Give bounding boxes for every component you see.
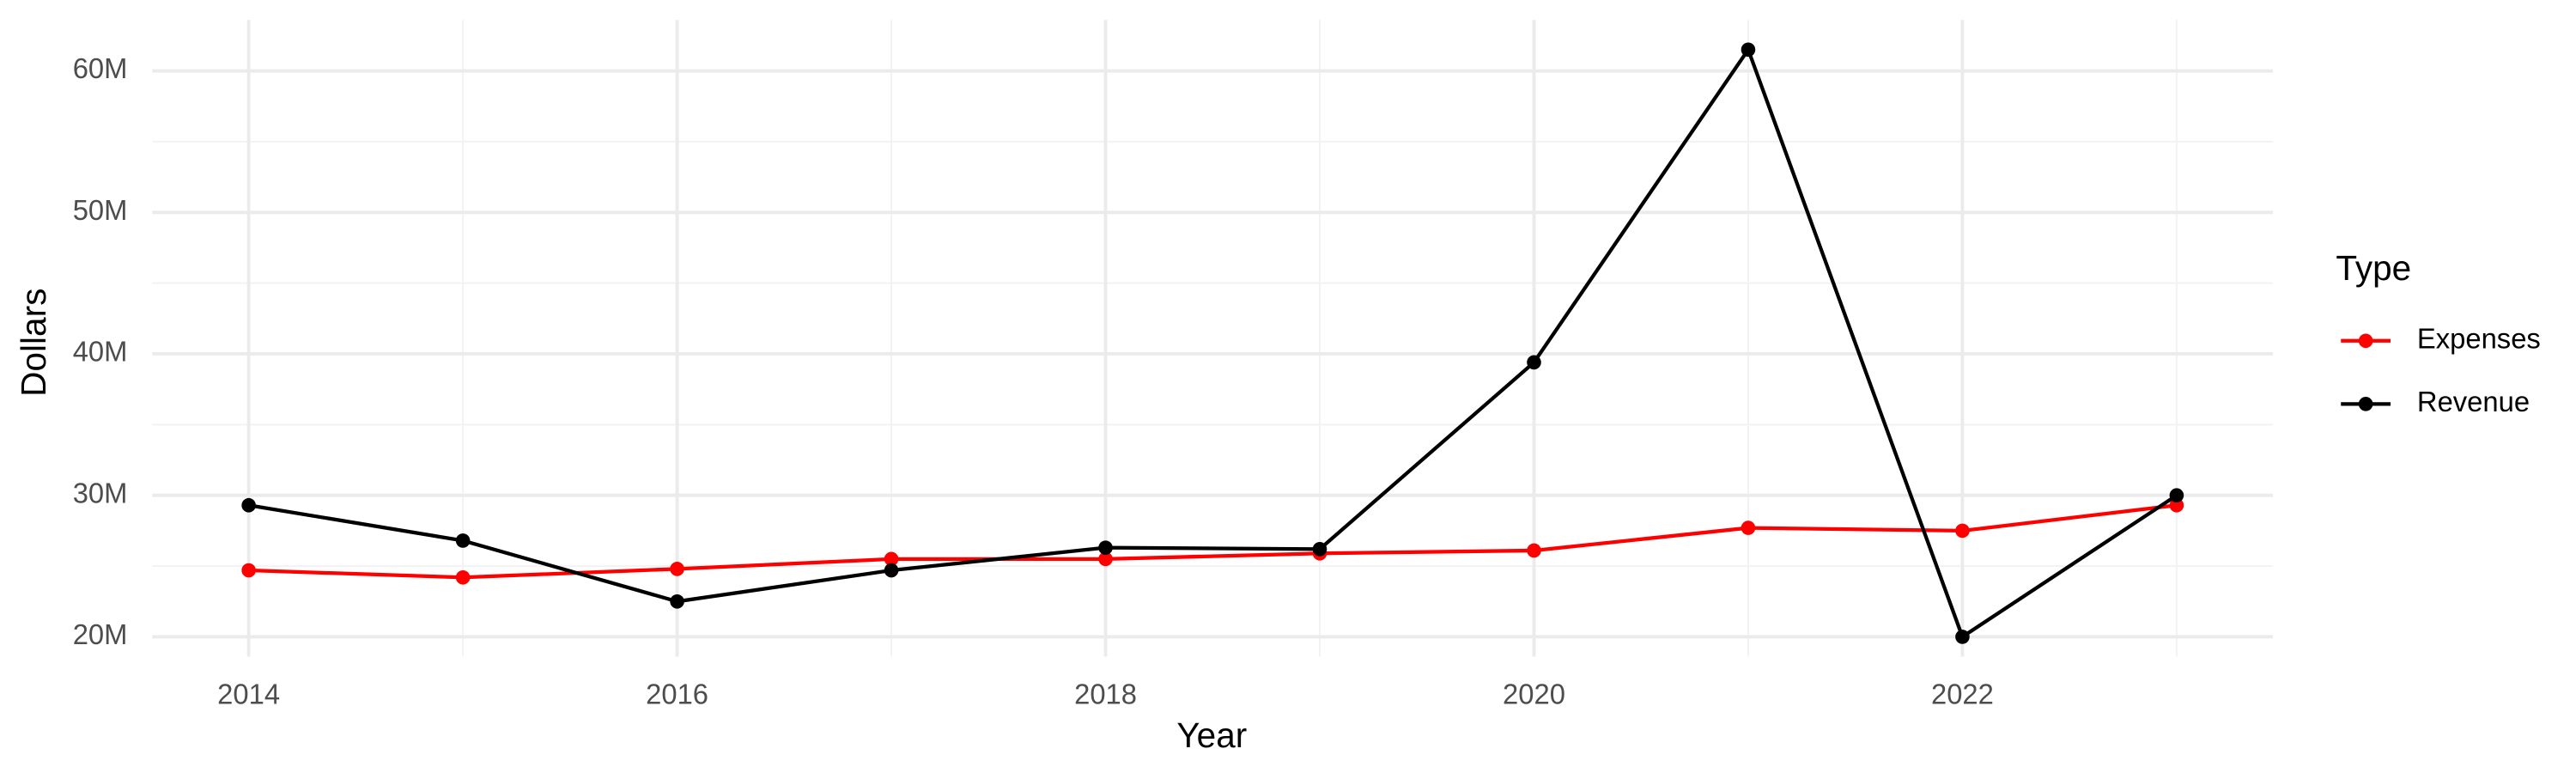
point	[670, 562, 684, 576]
point	[1098, 540, 1113, 555]
x-tick-label: 2018	[1074, 679, 1137, 710]
y-tick-label: 60M	[73, 52, 128, 84]
x-tick-label: 2020	[1503, 679, 1565, 710]
line	[248, 46, 2178, 640]
series	[241, 497, 2184, 585]
point	[1955, 523, 1970, 539]
point	[2169, 497, 2184, 513]
x-tick-label: 2016	[646, 679, 708, 710]
y-axis-title: Dollars	[14, 288, 53, 396]
legend-title: Type	[2336, 248, 2411, 288]
x-tick-label: 2014	[217, 679, 280, 710]
point	[884, 563, 899, 578]
point	[2169, 488, 2184, 503]
series	[241, 42, 2184, 644]
legend-label: Revenue	[2417, 386, 2530, 417]
y-tick-label: 20M	[73, 618, 128, 650]
point	[455, 533, 471, 548]
legend-key-point	[2358, 397, 2373, 411]
point	[1741, 42, 1756, 58]
legend-label: Expenses	[2417, 322, 2541, 354]
point	[455, 569, 471, 585]
point	[241, 563, 256, 578]
point	[1955, 630, 1970, 644]
y-tick-label: 30M	[73, 477, 128, 508]
point	[1741, 520, 1756, 535]
point	[241, 497, 256, 513]
y-tick-label: 40M	[73, 336, 128, 368]
x-tick-label: 2022	[1931, 679, 1994, 710]
point	[670, 593, 684, 609]
point	[1312, 541, 1327, 557]
point	[1098, 551, 1113, 567]
line	[248, 503, 2178, 580]
x-axis-title: Year	[1176, 715, 1247, 755]
point	[1527, 543, 1541, 558]
point	[1527, 355, 1541, 370]
y-tick-label: 50M	[73, 194, 128, 226]
point	[884, 551, 899, 567]
grid	[152, 20, 2274, 657]
legend-key-point	[2358, 333, 2373, 349]
